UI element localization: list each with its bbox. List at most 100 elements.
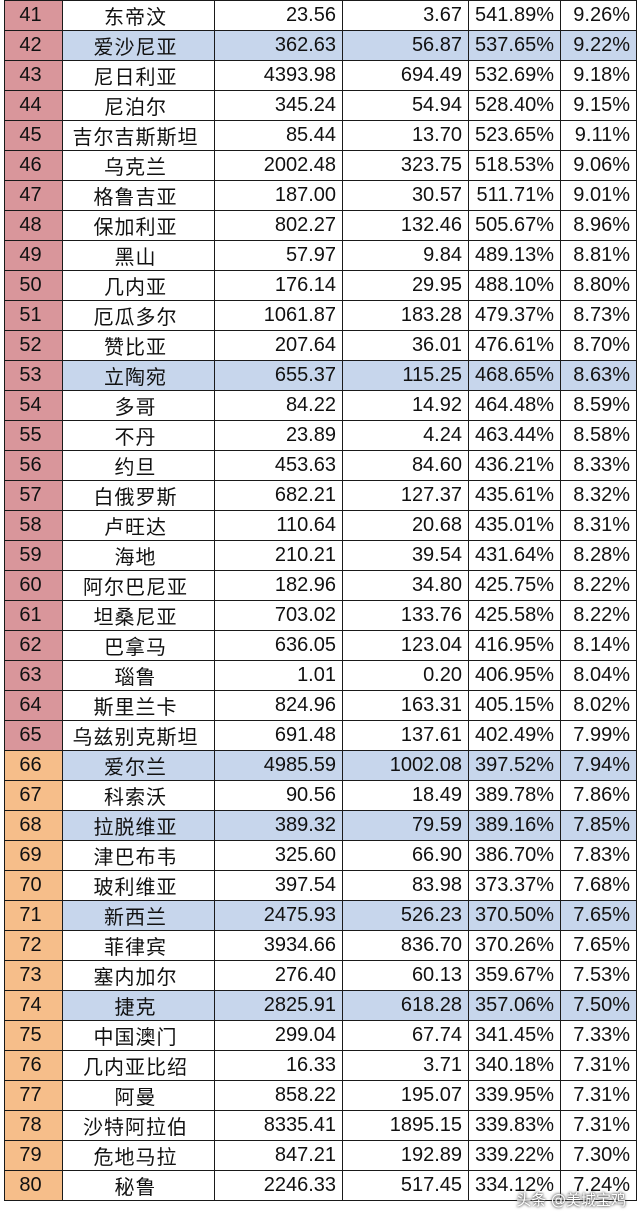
growth-percent-cell: 339.83% (468, 1110, 561, 1141)
value-2022-cell: 858.22 (214, 1080, 343, 1111)
value-2022-cell: 16.33 (214, 1050, 343, 1081)
value-2022-cell: 389.32 (214, 810, 343, 841)
country-cell: 立陶宛 (62, 360, 215, 391)
growth-percent-cell: 505.67% (468, 210, 561, 241)
value-base-cell: 60.13 (342, 960, 469, 991)
table-row: 64 斯里兰卡 824.96 163.31 405.15% 8.02% (4, 690, 637, 721)
growth-percent-cell: 389.78% (468, 780, 561, 811)
annual-rate-cell: 8.33% (560, 450, 637, 481)
value-2022-cell: 276.40 (214, 960, 343, 991)
value-base-cell: 84.60 (342, 450, 469, 481)
annual-rate-cell: 8.80% (560, 270, 637, 301)
value-2022-cell: 85.44 (214, 120, 343, 151)
growth-percent-cell: 406.95% (468, 660, 561, 691)
growth-percent-cell: 431.64% (468, 540, 561, 571)
country-cell: 白俄罗斯 (62, 480, 215, 511)
rank-cell: 65 (4, 720, 63, 751)
rank-cell: 74 (4, 990, 63, 1021)
annual-rate-cell: 8.22% (560, 570, 637, 601)
country-cell: 几内亚 (62, 270, 215, 301)
value-base-cell: 79.59 (342, 810, 469, 841)
growth-percent-cell: 479.37% (468, 300, 561, 331)
table-row: 78 沙特阿拉伯 8335.41 1895.15 339.83% 7.31% (4, 1110, 637, 1141)
table-row: 69 津巴布韦 325.60 66.90 386.70% 7.83% (4, 840, 637, 871)
annual-rate-cell: 8.28% (560, 540, 637, 571)
country-cell: 东帝汶 (62, 0, 215, 31)
rank-cell: 69 (4, 840, 63, 871)
rank-cell: 75 (4, 1020, 63, 1051)
country-cell: 吉尔吉斯斯坦 (62, 120, 215, 151)
value-base-cell: 67.74 (342, 1020, 469, 1051)
annual-rate-cell: 8.04% (560, 660, 637, 691)
country-cell: 新西兰 (62, 900, 215, 931)
rank-cell: 55 (4, 420, 63, 451)
annual-rate-cell: 7.99% (560, 720, 637, 751)
rank-cell: 46 (4, 150, 63, 181)
table-row: 76 几内亚比绍 16.33 3.71 340.18% 7.31% (4, 1050, 637, 1081)
rank-cell: 48 (4, 210, 63, 241)
country-cell: 阿尔巴尼亚 (62, 570, 215, 601)
table-row: 45 吉尔吉斯斯坦 85.44 13.70 523.65% 9.11% (4, 120, 637, 151)
table-row: 42 爱沙尼亚 362.63 56.87 537.65% 9.22% (4, 30, 637, 61)
rank-cell: 76 (4, 1050, 63, 1081)
rank-cell: 77 (4, 1080, 63, 1111)
table-row: 47 格鲁吉亚 187.00 30.57 511.71% 9.01% (4, 180, 637, 211)
country-cell: 爱沙尼亚 (62, 30, 215, 61)
country-cell: 尼日利亚 (62, 60, 215, 91)
table-row: 62 巴拿马 636.05 123.04 416.95% 8.14% (4, 630, 637, 661)
table-row: 55 不丹 23.89 4.24 463.44% 8.58% (4, 420, 637, 451)
value-2022-cell: 299.04 (214, 1020, 343, 1051)
value-base-cell: 4.24 (342, 420, 469, 451)
table-row: 58 卢旺达 110.64 20.68 435.01% 8.31% (4, 510, 637, 541)
annual-rate-cell: 8.96% (560, 210, 637, 241)
value-base-cell: 9.84 (342, 240, 469, 271)
annual-rate-cell: 7.65% (560, 930, 637, 961)
rank-cell: 62 (4, 630, 63, 661)
annual-rate-cell: 9.01% (560, 180, 637, 211)
value-2022-cell: 57.97 (214, 240, 343, 271)
annual-rate-cell: 8.22% (560, 600, 637, 631)
rank-cell: 78 (4, 1110, 63, 1141)
value-2022-cell: 3934.66 (214, 930, 343, 961)
table-row: 41 东帝汶 23.56 3.67 541.89% 9.26% (4, 0, 637, 31)
rank-cell: 42 (4, 30, 63, 61)
value-base-cell: 39.54 (342, 540, 469, 571)
growth-percent-cell: 416.95% (468, 630, 561, 661)
annual-rate-cell: 7.24% (560, 1170, 637, 1201)
table-row: 44 尼泊尔 345.24 54.94 528.40% 9.15% (4, 90, 637, 121)
value-2022-cell: 847.21 (214, 1140, 343, 1171)
growth-percent-cell: 541.89% (468, 0, 561, 31)
growth-percent-cell: 435.01% (468, 510, 561, 541)
rank-cell: 59 (4, 540, 63, 571)
value-base-cell: 618.28 (342, 990, 469, 1021)
value-2022-cell: 187.00 (214, 180, 343, 211)
rank-cell: 79 (4, 1140, 63, 1171)
rank-cell: 67 (4, 780, 63, 811)
country-cell: 危地马拉 (62, 1140, 215, 1171)
country-cell: 坦桑尼亚 (62, 600, 215, 631)
annual-rate-cell: 7.94% (560, 750, 637, 781)
rank-cell: 66 (4, 750, 63, 781)
value-2022-cell: 397.54 (214, 870, 343, 901)
value-2022-cell: 691.48 (214, 720, 343, 751)
annual-rate-cell: 8.63% (560, 360, 637, 391)
annual-rate-cell: 8.59% (560, 390, 637, 421)
value-base-cell: 20.68 (342, 510, 469, 541)
annual-rate-cell: 9.18% (560, 60, 637, 91)
table-row: 46 乌克兰 2002.48 323.75 518.53% 9.06% (4, 150, 637, 181)
country-cell: 尼泊尔 (62, 90, 215, 121)
table-row: 68 拉脱维亚 389.32 79.59 389.16% 7.85% (4, 810, 637, 841)
table-row: 74 捷克 2825.91 618.28 357.06% 7.50% (4, 990, 637, 1021)
value-base-cell: 323.75 (342, 150, 469, 181)
growth-percent-cell: 476.61% (468, 330, 561, 361)
rank-cell: 58 (4, 510, 63, 541)
value-base-cell: 836.70 (342, 930, 469, 961)
country-cell: 保加利亚 (62, 210, 215, 241)
value-base-cell: 526.23 (342, 900, 469, 931)
value-2022-cell: 2475.93 (214, 900, 343, 931)
value-base-cell: 34.80 (342, 570, 469, 601)
annual-rate-cell: 7.85% (560, 810, 637, 841)
annual-rate-cell: 7.86% (560, 780, 637, 811)
country-cell: 阿曼 (62, 1080, 215, 1111)
value-2022-cell: 90.56 (214, 780, 343, 811)
